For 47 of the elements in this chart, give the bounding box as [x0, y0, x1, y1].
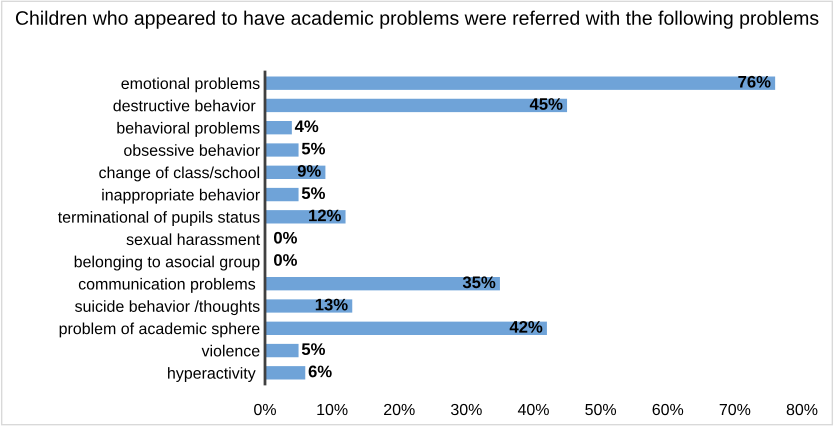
data-label: 5% [302, 343, 325, 356]
y-tick-label: belonging to asocial group [74, 256, 260, 271]
y-tick-label: destructive behavior [113, 100, 256, 112]
bar [265, 98, 568, 112]
y-tick-label: behavioral problems [117, 122, 260, 137]
bar [265, 277, 500, 290]
bar [265, 121, 292, 134]
bar [265, 76, 776, 90]
bar [265, 188, 299, 202]
y-tick-label: suicide behavior /thoughts [75, 300, 260, 316]
y-tick-label: emotional problems [121, 77, 260, 92]
y-tick-label: obsessive behavior [124, 144, 260, 156]
bar [265, 322, 547, 335]
data-label: 6% [308, 366, 332, 378]
x-tick-label: 20% [384, 404, 415, 416]
data-label: 0% [274, 232, 297, 244]
bar [265, 143, 299, 157]
x-tick-label: 60% [652, 404, 684, 416]
x-tick-label: 70% [720, 404, 750, 416]
data-label: 76% [738, 76, 771, 88]
bar [265, 366, 306, 380]
data-label: 0% [274, 254, 297, 266]
bar [265, 344, 299, 358]
data-label: 42% [510, 320, 542, 333]
x-tick-label: 10% [317, 404, 348, 416]
y-tick-label: inappropriate behavior [102, 188, 260, 204]
data-label: 12% [309, 210, 341, 222]
x-tick-label: 80% [786, 404, 818, 416]
data-label: 5% [302, 142, 325, 154]
data-label: 5% [302, 187, 325, 200]
x-tick-label: 30% [451, 404, 482, 416]
y-tick-label: change of class/school [99, 166, 260, 182]
x-tick-label: 0% [254, 404, 276, 416]
data-label: 45% [530, 98, 562, 110]
x-tick-label: 50% [585, 404, 616, 416]
x-tick-label: 40% [518, 404, 549, 416]
data-label: 35% [462, 276, 496, 288]
y-tick-label: communication problems [78, 278, 256, 293]
y-tick-label: terminational of pupils status [58, 211, 260, 226]
y-tick-label: hyperactivity [168, 367, 256, 382]
y-tick-label: problem of academic sphere [60, 322, 260, 338]
data-label: 13% [316, 298, 348, 310]
data-label: 9% [298, 164, 321, 177]
y-tick-label: violence [202, 344, 260, 357]
data-label: 4% [294, 120, 318, 132]
chart-title: Children who appeared to have academic problems were referred with the following problems [16, 10, 818, 29]
y-tick-label: sexual harassment [126, 233, 260, 246]
